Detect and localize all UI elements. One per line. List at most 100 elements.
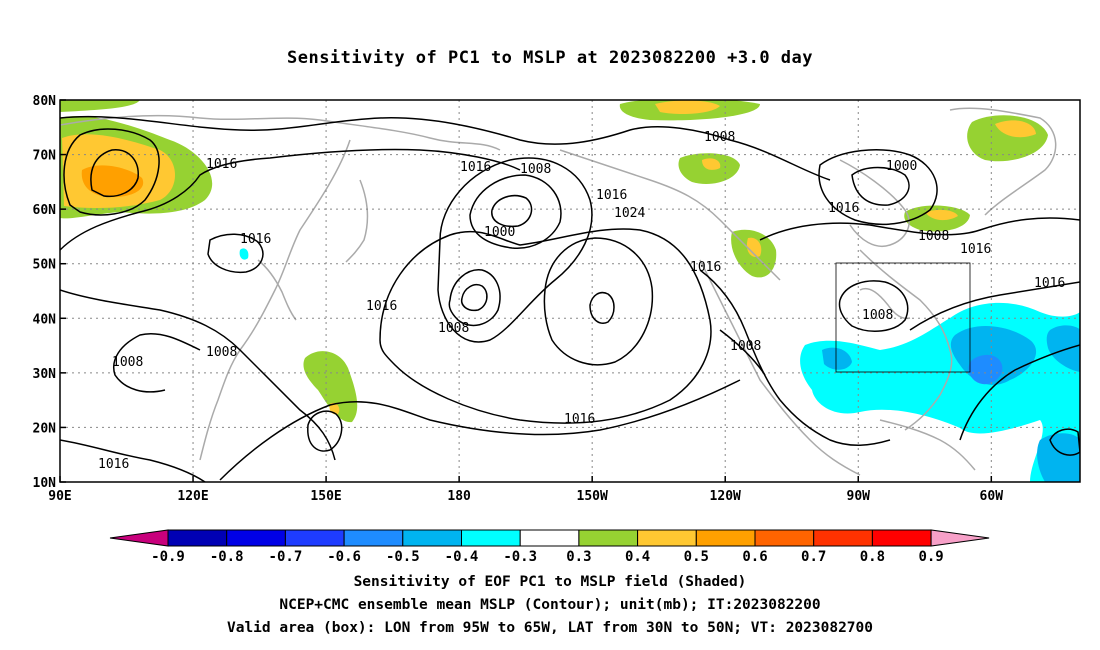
contour-north-america-1008 bbox=[719, 329, 766, 376]
coast-japan bbox=[257, 259, 297, 321]
contour-label: 1008 bbox=[918, 229, 949, 244]
colorbar-extend-low bbox=[109, 529, 169, 547]
shade-negative-gulf bbox=[822, 347, 852, 370]
shade-positive-canada-core bbox=[746, 237, 762, 258]
contour-label: 1016 bbox=[690, 260, 721, 275]
contour-label: 1008 bbox=[730, 339, 761, 354]
shade-positive-alaska-core bbox=[702, 158, 721, 170]
coast-greenland bbox=[949, 107, 1057, 216]
sensitivity-shading bbox=[60, 100, 1080, 482]
shade-positive-siberia-max bbox=[81, 165, 144, 198]
contour-tropical-1008 bbox=[60, 439, 206, 482]
caption-shading: Sensitivity of EOF PC1 to MSLP field (Sh… bbox=[353, 574, 747, 590]
contour-label: 1016 bbox=[960, 242, 991, 257]
contour-japan-low bbox=[207, 233, 264, 274]
contour-label: 1000 bbox=[484, 225, 515, 240]
colorbar-label: 0.4 bbox=[625, 549, 650, 565]
colorbar-swatch bbox=[637, 529, 697, 547]
colorbar-swatch bbox=[402, 529, 462, 547]
lon-labels: 90E 120E 150E 180 150W 120W 90W 60W bbox=[48, 476, 1003, 504]
contour-label: 1008 bbox=[112, 355, 143, 370]
lon-tick-label: 180 bbox=[447, 489, 471, 504]
colorbar-swatch bbox=[578, 529, 639, 547]
coast-great-lakes bbox=[859, 288, 911, 320]
gridlines bbox=[60, 100, 1080, 482]
coast-kamchatka bbox=[345, 179, 369, 263]
colorbar-label: -0.7 bbox=[269, 549, 303, 565]
contour-label: 1016 bbox=[596, 188, 627, 203]
contour-east-canada-1016 bbox=[759, 217, 1080, 241]
colorbar-swatch bbox=[519, 529, 580, 547]
lat-tick-label: 80N bbox=[33, 94, 57, 109]
mslp-contours bbox=[60, 115, 1080, 482]
contour-pacific-high-inner bbox=[589, 291, 615, 324]
contour-atlantic-south bbox=[959, 344, 1080, 441]
lat-tick-label: 30N bbox=[33, 367, 57, 382]
colorbar-label: 0.8 bbox=[860, 549, 885, 565]
contour-tropical-loop bbox=[307, 410, 343, 452]
map-frame bbox=[59, 99, 1081, 483]
coast-north-america-west bbox=[699, 259, 861, 476]
lon-tick-label: 150E bbox=[310, 489, 341, 504]
contour-aleutian-low bbox=[448, 269, 501, 327]
contour-arctic-top bbox=[60, 115, 831, 181]
lat-tick-label: 10N bbox=[33, 476, 57, 491]
contour-bering-low-outer bbox=[437, 157, 593, 343]
contour-siberia-1 bbox=[60, 148, 521, 251]
contour-aleutian-low-inner bbox=[460, 284, 488, 312]
colorbar-swatch bbox=[871, 529, 932, 547]
contour-label: 1008 bbox=[862, 308, 893, 323]
colorbar-label: -0.9 bbox=[151, 549, 185, 565]
colorbar-swatch bbox=[695, 529, 756, 547]
shade-negative-atlantic-core bbox=[968, 354, 1003, 385]
contour-label: 1016 bbox=[366, 299, 397, 314]
lon-tick-label: 120W bbox=[710, 489, 741, 504]
lat-tick-label: 70N bbox=[33, 149, 57, 164]
colorbar-swatch bbox=[284, 529, 345, 547]
contour-label: 1008 bbox=[438, 321, 469, 336]
contour-label: 1016 bbox=[828, 201, 859, 216]
lat-labels: 80N 70N 60N 50N 40N 30N 20N 10N bbox=[33, 94, 66, 491]
contour-pacific-high-outer bbox=[379, 228, 712, 424]
lon-tick-label: 60W bbox=[980, 489, 1004, 504]
colorbar-label: 0.6 bbox=[742, 549, 767, 565]
shade-positive-top-left bbox=[60, 100, 140, 112]
contour-label: 1016 bbox=[1034, 276, 1065, 291]
contour-tropical-1016 bbox=[219, 379, 741, 481]
colorbar-label: 0.3 bbox=[566, 549, 591, 565]
colorbar-swatch bbox=[461, 529, 521, 547]
coast-alaska bbox=[559, 149, 781, 281]
contour-label: 1016 bbox=[206, 157, 237, 172]
coast-asia-north bbox=[60, 114, 501, 151]
colorbar-label: 0.5 bbox=[684, 549, 709, 565]
contour-label: 1016 bbox=[460, 160, 491, 175]
coast-hudson-bay bbox=[839, 159, 910, 247]
lat-tick-label: 20N bbox=[33, 421, 57, 436]
contour-bering-low-mid bbox=[469, 174, 562, 249]
caption-valid-area: Valid area (box): LON from 95W to 65W, L… bbox=[226, 620, 873, 636]
contour-se-loop bbox=[1049, 428, 1080, 456]
colorbar-label: -0.6 bbox=[327, 549, 361, 565]
colorbar-swatch bbox=[813, 529, 873, 547]
colorbar-label: 0.9 bbox=[918, 549, 943, 565]
contour-bering-low-inner bbox=[491, 194, 533, 228]
contour-siberia-3 bbox=[90, 149, 139, 198]
lon-tick-label: 150W bbox=[577, 489, 608, 504]
colorbar-label: 0.7 bbox=[801, 549, 826, 565]
contour-label: 1016 bbox=[564, 412, 595, 427]
colorbar-label: -0.3 bbox=[503, 549, 537, 565]
colorbar-label: -0.4 bbox=[445, 549, 479, 565]
lon-tick-label: 90W bbox=[847, 489, 871, 504]
coast-asia-east bbox=[199, 139, 351, 461]
colorbar: -0.9 -0.8 -0.7 -0.6 -0.5 -0.4 -0.3 0.3 0.4 0.5 0.6… bbox=[109, 529, 990, 565]
lat-tick-label: 40N bbox=[33, 312, 57, 327]
contour-pacific-high-1024 bbox=[543, 237, 654, 366]
shade-negative-se-corner bbox=[1037, 433, 1080, 482]
caption-contour: NCEP+CMC ensemble mean MSLP (Contour); u… bbox=[279, 597, 821, 613]
contour-label: 1016 bbox=[98, 457, 129, 472]
colorbar-label: -0.5 bbox=[386, 549, 420, 565]
colorbar-swatch bbox=[167, 529, 228, 547]
colorbar-swatch bbox=[226, 529, 286, 547]
lon-tick-label: 90E bbox=[48, 489, 71, 504]
